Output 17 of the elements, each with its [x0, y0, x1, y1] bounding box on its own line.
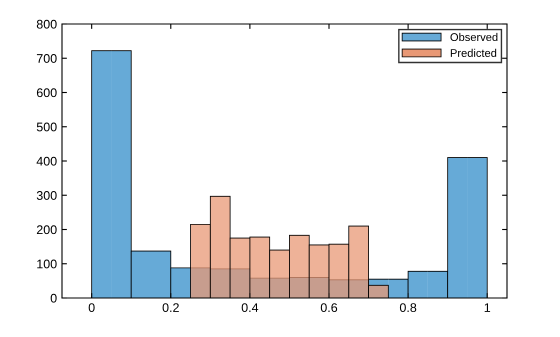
x-tick-label: 1 — [484, 303, 490, 312]
x-tick-label: 0.2 — [162, 303, 179, 312]
y-tick-label: 100 — [37, 260, 57, 268]
x-tick-label: 0.8 — [400, 303, 416, 312]
x-tick-label: 0.4 — [242, 303, 258, 312]
legend-label: Observed — [450, 32, 498, 42]
y-tick-label: 700 — [36, 54, 57, 63]
y-tick-label: 600 — [36, 88, 57, 98]
y-tick-label: 800 — [36, 20, 57, 29]
y-tick-label: 0 — [50, 294, 57, 303]
y-tick-label: 300 — [36, 191, 57, 200]
y-tick-label: 200 — [36, 225, 57, 234]
legend-label: Predicted — [450, 48, 496, 57]
x-tick-label: 0.6 — [320, 303, 338, 312]
x-tick-label: 0 — [88, 303, 95, 312]
y-tick-label: 400 — [36, 156, 57, 166]
y-tick-label: 500 — [36, 122, 57, 132]
